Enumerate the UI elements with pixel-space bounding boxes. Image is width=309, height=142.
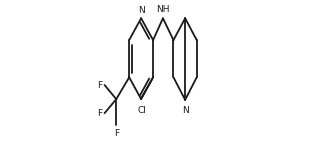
Text: F: F (114, 129, 119, 138)
Text: F: F (97, 81, 102, 90)
Text: Cl: Cl (138, 106, 146, 115)
Text: N: N (182, 106, 188, 115)
Text: F: F (97, 109, 102, 118)
Text: NH: NH (156, 5, 170, 14)
Text: N: N (138, 6, 145, 15)
